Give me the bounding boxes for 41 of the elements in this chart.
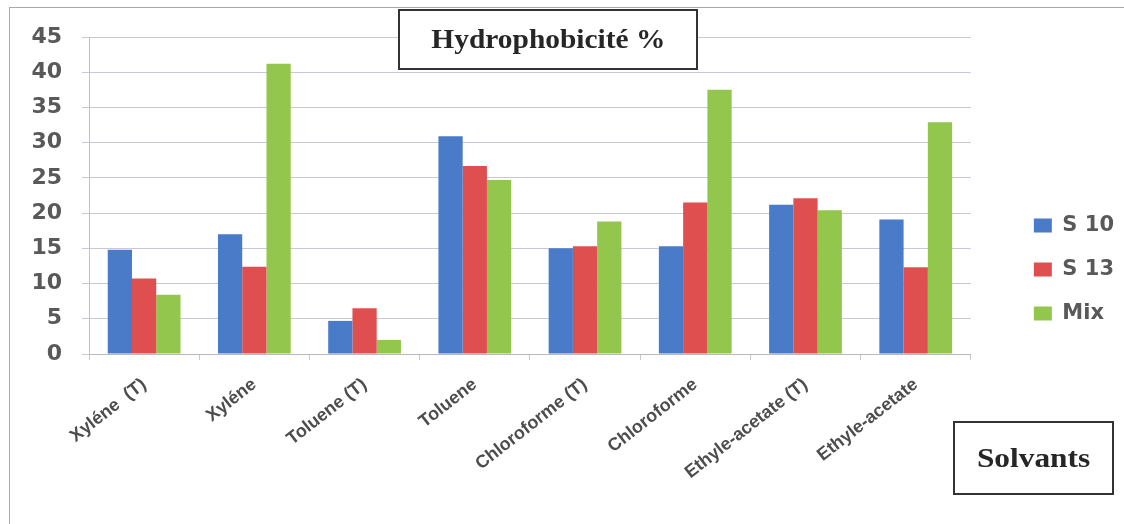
- bar: [903, 267, 928, 354]
- bar: [879, 219, 904, 354]
- bar: [597, 221, 622, 354]
- label-frame: Solvants: [953, 421, 1114, 495]
- title-frame: Hydrophobicité %: [398, 9, 698, 70]
- y-tick-label: 45: [31, 22, 62, 48]
- bar: [817, 210, 842, 354]
- bar: [156, 294, 181, 354]
- legend-label: S 10: [1062, 211, 1115, 236]
- bar: [352, 308, 377, 354]
- chart-title: Hydrophobicité %: [430, 24, 666, 55]
- bar: [548, 248, 573, 354]
- bar: [486, 180, 512, 354]
- bar: [131, 278, 157, 354]
- bar: [376, 339, 401, 354]
- y-tick-label: 10: [31, 269, 62, 295]
- y-tick-label: 0: [46, 339, 62, 365]
- legend-label: S 13: [1062, 255, 1115, 280]
- bar: [217, 234, 243, 354]
- y-tick-label: 5: [46, 304, 62, 330]
- bar: [242, 266, 267, 354]
- y-tick-label: 30: [31, 128, 62, 154]
- bar: [707, 89, 732, 354]
- bar: [769, 204, 794, 354]
- y-tick-label: 25: [31, 163, 62, 189]
- bar: [266, 63, 291, 354]
- bar: [572, 246, 598, 354]
- y-tick-label: 15: [31, 234, 62, 260]
- legend-label: Mix: [1062, 299, 1105, 324]
- bar: [328, 320, 353, 354]
- y-tick-label: 35: [31, 93, 62, 119]
- bar: [462, 165, 487, 354]
- x-axis-title: Solvants: [976, 442, 1091, 474]
- bar: [438, 136, 463, 354]
- bar: [658, 246, 684, 354]
- y-tick-label: 40: [31, 57, 62, 83]
- bar: [107, 249, 132, 354]
- y-tick-label: 20: [31, 198, 62, 224]
- bar: [793, 198, 818, 354]
- bar: [927, 122, 953, 354]
- bar: [683, 202, 708, 354]
